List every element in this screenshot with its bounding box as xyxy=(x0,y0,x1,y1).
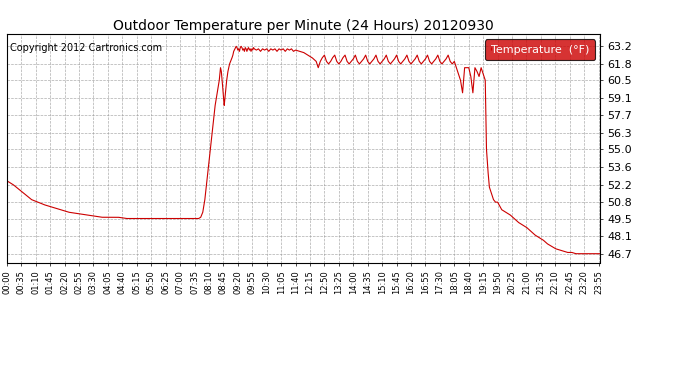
Text: Copyright 2012 Cartronics.com: Copyright 2012 Cartronics.com xyxy=(10,43,162,53)
Title: Outdoor Temperature per Minute (24 Hours) 20120930: Outdoor Temperature per Minute (24 Hours… xyxy=(113,19,494,33)
Legend: Temperature  (°F): Temperature (°F) xyxy=(485,39,595,60)
